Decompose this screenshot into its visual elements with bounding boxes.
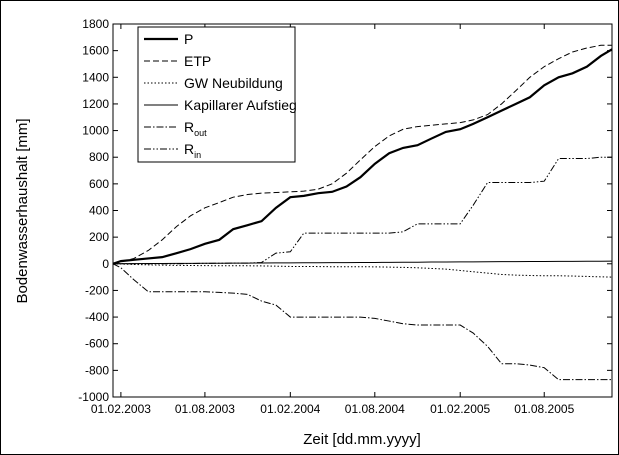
- y-tick-label: 0: [102, 257, 109, 271]
- y-tick-label: 1600: [82, 44, 109, 58]
- legend-label: Rout: [184, 119, 207, 138]
- x-tick-label: 01.02.2003: [91, 402, 151, 416]
- legend-label: Kapillarer Aufstieg: [184, 97, 297, 113]
- legend-label: GW Neubildung: [184, 75, 283, 91]
- y-tick-label: 400: [89, 204, 109, 218]
- legend-name: P: [184, 31, 193, 47]
- y-tick-label: 200: [89, 230, 109, 244]
- y-tick-label: 600: [89, 177, 109, 191]
- y-tick-label: 800: [89, 150, 109, 164]
- y-tick-label: -400: [85, 310, 109, 324]
- x-tick-label: 01.08.2004: [345, 402, 405, 416]
- legend-label: ETP: [184, 53, 211, 69]
- x-tick-label: 01.08.2005: [514, 402, 574, 416]
- x-axis-label: Zeit [dd.mm.yyyy]: [303, 431, 421, 448]
- series-line: [113, 156, 612, 265]
- legend-label: P: [184, 31, 193, 47]
- x-tick-label: 01.02.2005: [430, 402, 490, 416]
- x-tick-label: 01.08.2003: [175, 402, 235, 416]
- y-tick-label: 1400: [82, 70, 109, 84]
- legend-name: GW Neubildung: [184, 75, 283, 91]
- y-tick-label: -800: [85, 363, 109, 377]
- y-tick-label: -600: [85, 337, 109, 351]
- y-axis-label: Bodenwasserhaushalt [mm]: [14, 118, 31, 303]
- legend: P ETP GW Neubildung Kapillarer Aufstieg Rout…: [137, 26, 297, 163]
- series-line: [112, 260, 613, 265]
- legend-name: ETP: [184, 53, 211, 69]
- legend-name: R: [184, 119, 194, 135]
- legend-name: Kapillarer Aufstieg: [184, 97, 297, 113]
- series-line: [112, 263, 612, 381]
- y-tick-label: 1200: [82, 97, 109, 111]
- y-tick-label: 1000: [82, 124, 109, 138]
- series-line: [112, 263, 613, 278]
- series-line: [112, 44, 612, 265]
- legend-box: [137, 26, 296, 163]
- legend-subscript: in: [194, 150, 201, 160]
- legend-name: R: [184, 141, 194, 157]
- legend-subscript: out: [194, 128, 207, 138]
- y-tick-label: 1800: [82, 17, 109, 31]
- y-tick-label: -1000: [78, 390, 109, 404]
- y-tick-label: -200: [85, 283, 109, 297]
- legend-label: Rin: [184, 141, 201, 160]
- series-line: [112, 48, 613, 265]
- x-tick-label: 01.02.2004: [260, 402, 320, 416]
